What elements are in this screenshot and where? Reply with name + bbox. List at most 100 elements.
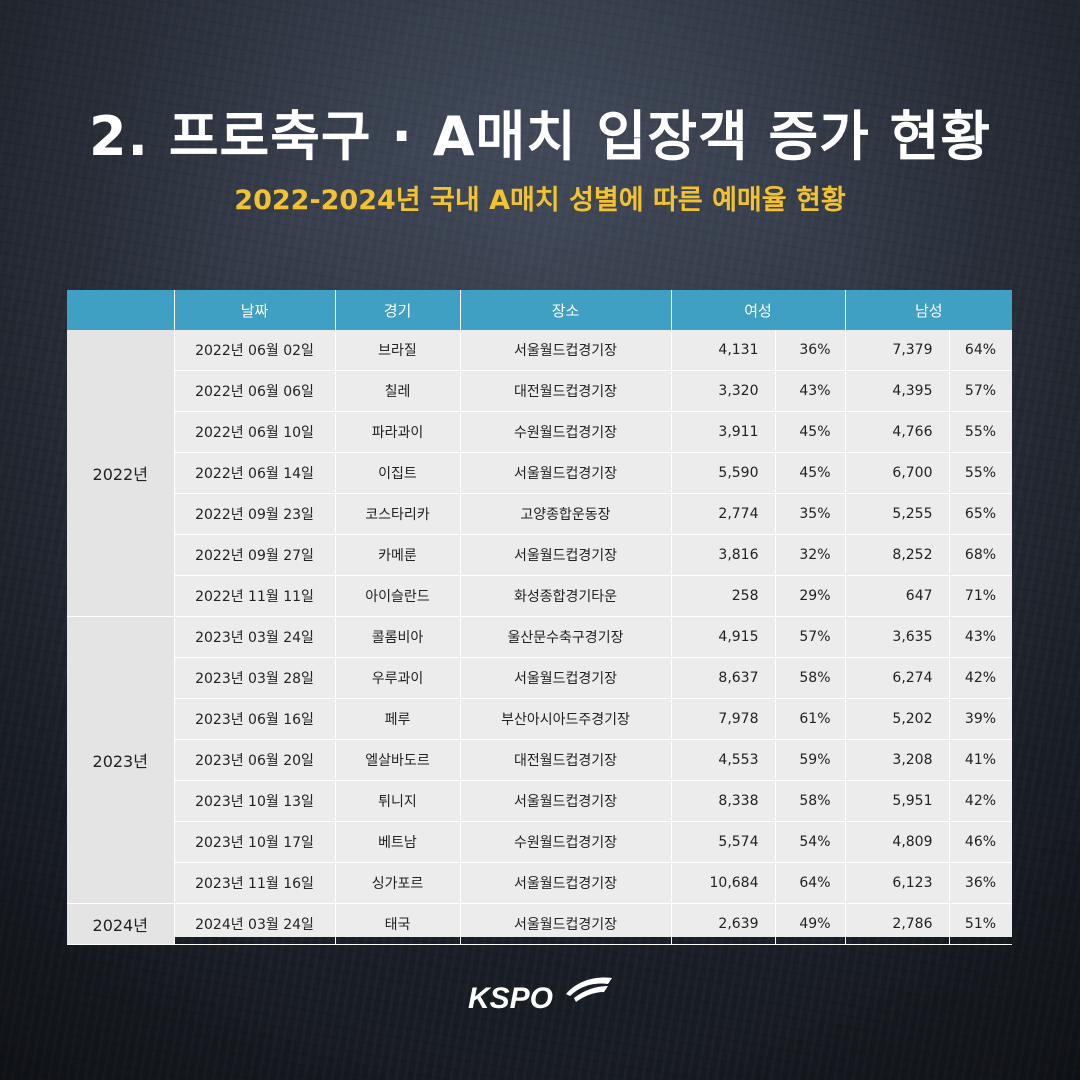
male-pct-cell: 36%: [949, 862, 1013, 904]
date-cell: 2024년 03월 24일: [174, 903, 336, 945]
female-count-cell: 258: [671, 575, 776, 617]
male-pct-cell: 55%: [949, 452, 1013, 494]
male-count-cell: 6,700: [845, 452, 950, 494]
male-pct-cell: 64%: [949, 330, 1013, 371]
match-cell: 엘살바도르: [335, 739, 461, 781]
table-row: 2023년 11월 16일 싱가포르 서울월드컵경기장 10,684 64% 6,123 3…: [67, 862, 1013, 904]
male-pct-cell: 42%: [949, 780, 1013, 822]
female-count-cell: 4,915: [671, 616, 776, 658]
female-count-cell: 5,590: [671, 452, 776, 494]
kspo-swoosh-icon: [566, 977, 612, 1002]
venue-cell: 대전월드컵경기장: [460, 739, 672, 781]
page-title: 2. 프로축구 · A매치 입장객 증가 현황: [88, 105, 992, 168]
date-cell: 2023년 03월 28일: [174, 657, 336, 699]
match-cell: 페루: [335, 698, 461, 740]
male-pct-cell: 42%: [949, 657, 1013, 699]
female-count-cell: 3,816: [671, 534, 776, 576]
attendance-table: 날짜 경기 장소 여성 남성 2022년 2022년 06월 02일 브라질 서울월드…: [67, 290, 1013, 945]
female-pct-cell: 35%: [775, 493, 846, 535]
date-cell: 2022년 09월 23일: [174, 493, 336, 535]
header-date: 날짜: [174, 290, 336, 330]
male-count-cell: 4,395: [845, 370, 950, 412]
match-cell: 아이슬란드: [335, 575, 461, 617]
male-count-cell: 6,274: [845, 657, 950, 699]
female-count-cell: 5,574: [671, 821, 776, 863]
male-count-cell: 3,635: [845, 616, 950, 658]
venue-cell: 수원월드컵경기장: [460, 821, 672, 863]
male-pct-cell: 41%: [949, 739, 1013, 781]
male-pct-cell: 65%: [949, 493, 1013, 535]
date-cell: 2022년 06월 10일: [174, 411, 336, 453]
table-row: 2022년 09월 27일 카메룬 서울월드컵경기장 3,816 32% 8,252 68%: [67, 534, 1013, 576]
table-row: 2022년 2022년 06월 02일 브라질 서울월드컵경기장 4,131 36% 7,3…: [67, 330, 1013, 617]
female-pct-cell: 29%: [775, 575, 846, 617]
venue-cell: 서울월드컵경기장: [460, 903, 672, 945]
match-cell: 코스타리카: [335, 493, 461, 535]
male-count-cell: 2,786: [845, 903, 950, 945]
table-row: 2023년 10월 17일 베트남 수원월드컵경기장 5,574 54% 4,809 46%: [67, 821, 1013, 863]
male-count-cell: 4,809: [845, 821, 950, 863]
date-cell: 2023년 06월 20일: [174, 739, 336, 781]
male-pct-cell: 46%: [949, 821, 1013, 863]
male-count-cell: 3,208: [845, 739, 950, 781]
female-pct-cell: 54%: [775, 821, 846, 863]
year-cell: 2022년: [67, 330, 175, 617]
male-pct-cell: 43%: [949, 616, 1013, 658]
male-pct-cell: 55%: [949, 411, 1013, 453]
match-cell: 카메룬: [335, 534, 461, 576]
female-pct-cell: 36%: [775, 330, 846, 371]
year-cell: 2023년: [67, 616, 175, 904]
female-count-cell: 3,320: [671, 370, 776, 412]
year-cell: 2024년: [67, 903, 175, 945]
venue-cell: 서울월드컵경기장: [460, 862, 672, 904]
match-cell: 싱가포르: [335, 862, 461, 904]
date-cell: 2023년 06월 16일: [174, 698, 336, 740]
table-row: 2024년 2024년 03월 24일 태국 서울월드컵경기장 2,639 49% 2,78…: [67, 903, 1013, 945]
date-cell: 2022년 06월 14일: [174, 452, 336, 494]
venue-cell: 서울월드컵경기장: [460, 330, 672, 371]
female-pct-cell: 59%: [775, 739, 846, 781]
female-count-cell: 4,131: [671, 330, 776, 371]
table-row: 2022년 11월 11일 아이슬란드 화성종합경기타운 258 29% 647 71%: [67, 575, 1013, 617]
female-count-cell: 10,684: [671, 862, 776, 904]
table-row: 2023년 06월 20일 엘살바도르 대전월드컵경기장 4,553 59% 3,208 4…: [67, 739, 1013, 781]
venue-cell: 화성종합경기타운: [460, 575, 672, 617]
venue-cell: 울산문수축구경기장: [460, 616, 672, 658]
attendance-table-container: 날짜 경기 장소 여성 남성 2022년 2022년 06월 02일 브라질 서울월드…: [67, 290, 1013, 945]
female-pct-cell: 45%: [775, 452, 846, 494]
date-cell: 2023년 11월 16일: [174, 862, 336, 904]
male-pct-cell: 68%: [949, 534, 1013, 576]
female-count-cell: 4,553: [671, 739, 776, 781]
female-pct-cell: 61%: [775, 698, 846, 740]
male-count-cell: 647: [845, 575, 950, 617]
male-count-cell: 6,123: [845, 862, 950, 904]
date-cell: 2022년 09월 27일: [174, 534, 336, 576]
match-cell: 베트남: [335, 821, 461, 863]
date-cell: 2022년 06월 06일: [174, 370, 336, 412]
match-cell: 우루과이: [335, 657, 461, 699]
female-count-cell: 2,639: [671, 903, 776, 945]
date-cell: 2023년 03월 24일: [174, 616, 336, 658]
male-count-cell: 7,379: [845, 330, 950, 371]
match-cell: 칠레: [335, 370, 461, 412]
venue-cell: 부산아시아드주경기장: [460, 698, 672, 740]
female-count-cell: 2,774: [671, 493, 776, 535]
table-row: 2023년 10월 13일 튀니지 서울월드컵경기장 8,338 58% 5,951 42%: [67, 780, 1013, 822]
date-cell: 2022년 06월 02일: [174, 330, 336, 371]
male-count-cell: 5,255: [845, 493, 950, 535]
venue-cell: 서울월드컵경기장: [460, 452, 672, 494]
venue-cell: 수원월드컵경기장: [460, 411, 672, 453]
table-header-row: 날짜 경기 장소 여성 남성: [67, 290, 1013, 330]
table-row: 2022년 09월 23일 코스타리카 고양종합운동장 2,774 35% 5,255 65…: [67, 493, 1013, 535]
match-cell: 튀니지: [335, 780, 461, 822]
table-row: 2023년 2023년 03월 24일 콜롬비아 울산문수축구경기장 4,915 57% 3…: [67, 616, 1013, 904]
male-pct-cell: 51%: [949, 903, 1013, 945]
male-count-cell: 4,766: [845, 411, 950, 453]
male-pct-cell: 39%: [949, 698, 1013, 740]
match-cell: 파라과이: [335, 411, 461, 453]
female-pct-cell: 64%: [775, 862, 846, 904]
header-venue: 장소: [460, 290, 672, 330]
female-pct-cell: 32%: [775, 534, 846, 576]
female-pct-cell: 57%: [775, 616, 846, 658]
header-year: [67, 290, 175, 330]
